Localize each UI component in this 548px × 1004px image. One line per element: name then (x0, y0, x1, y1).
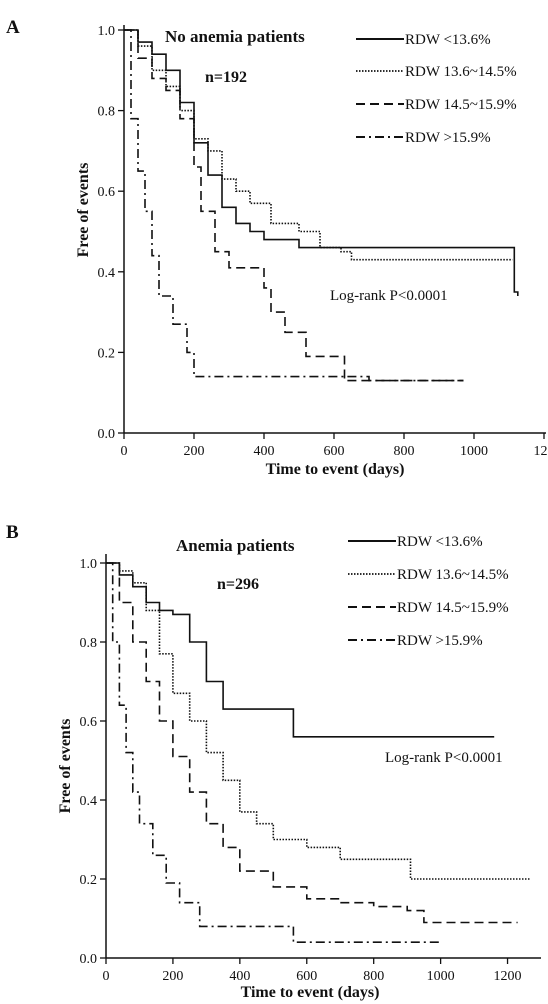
panel-a-curve-solid (124, 29, 519, 296)
panel-b-y-tick-label: 0.8 (80, 636, 98, 651)
panel-b-logrank: Log-rank P<0.0001 (385, 750, 503, 766)
panel-a-curve-dashed (124, 29, 464, 382)
panel-b-y-axis-title: Free of events (57, 719, 74, 814)
panel-b-x-tick-label: 0 (103, 969, 110, 984)
legend-a-label-4: RDW >15.9% (405, 130, 491, 146)
panel-a-y-tick-label: 0.4 (98, 266, 116, 281)
panel-b-y-tick-label: 0.4 (80, 794, 98, 809)
panel-a-logrank: Log-rank P<0.0001 (330, 288, 448, 304)
panel-a-y-tick-label: 0.6 (98, 185, 116, 200)
panel-b-y-tick-label: 0.6 (80, 715, 98, 730)
panel-a-curves (124, 29, 519, 382)
panel-a-y-tick-label: 0.0 (98, 427, 116, 442)
legend-b-label-2: RDW 13.6~14.5% (397, 567, 509, 583)
panel-b-x-tick-label: 800 (363, 969, 384, 984)
panel-b-n-label: n=296 (217, 576, 259, 593)
panel-b-ticks: 0 200 400 600 800 1000 1200 0.0 0.2 0.4 0.6 0.8 1.0 (80, 557, 522, 984)
panel-a-title: No anemia patients (165, 27, 305, 46)
panel-b-y-tick-label: 0.2 (80, 873, 98, 888)
panel-b-curve-dashed (106, 562, 518, 924)
legend-a-label-2: RDW 13.6~14.5% (405, 64, 517, 80)
legend-b-label-1: RDW <13.6% (397, 534, 483, 550)
panel-b-curve-dashdot (106, 562, 441, 943)
panel-a-x-tick-label: 800 (394, 444, 415, 459)
panel-a-legend: RDW <13.6% RDW 13.6~14.5% RDW 14.5~15.9%… (356, 32, 517, 146)
panel-a-n-label: n=192 (205, 69, 247, 86)
panel-a-ticks: 0 200 400 600 800 1000 120 0.0 0.2 0.4 0.6 0.8 1.0 (98, 24, 548, 459)
panel-b-y-tick-label: 1.0 (80, 557, 98, 572)
panel-b-x-axis-title: Time to event (days) (241, 984, 380, 1001)
panel-b: B Anemia patients n=296 Log-rank P<0.000… (6, 522, 541, 1001)
panel-a-y-tick-label: 0.8 (98, 105, 116, 120)
panel-a-x-tick-label: 0 (121, 444, 128, 459)
panel-a-x-tick-label: 600 (324, 444, 345, 459)
panel-b-curve-solid (106, 562, 495, 738)
panel-b-curves (106, 562, 531, 943)
panel-a-y-tick-label: 1.0 (98, 24, 116, 39)
panel-b-title: Anemia patients (176, 536, 295, 555)
panel-letter-b: B (6, 522, 19, 543)
panel-b-legend: RDW <13.6% RDW 13.6~14.5% RDW 14.5~15.9%… (348, 534, 509, 649)
panel-b-x-tick-label: 200 (162, 969, 183, 984)
panel-b-y-tick-label: 0.0 (80, 952, 98, 967)
panel-a-y-axis-title: Free of events (75, 163, 92, 258)
panel-a-x-tick-label: 120 (534, 444, 548, 459)
legend-b-label-4: RDW >15.9% (397, 633, 483, 649)
panel-a-x-tick-label: 200 (184, 444, 205, 459)
panel-a-x-tick-label: 400 (254, 444, 275, 459)
panel-b-x-tick-label: 400 (229, 969, 250, 984)
panel-a: A No anemia patients n=192 Log-rank P<0.… (6, 17, 548, 478)
panel-a-curve-dotted (124, 29, 513, 261)
legend-a-label-1: RDW <13.6% (405, 32, 491, 48)
panel-b-x-tick-label: 600 (296, 969, 317, 984)
panel-a-x-tick-label: 1000 (460, 444, 488, 459)
panel-b-x-tick-label: 1200 (494, 969, 522, 984)
panel-a-x-axis-title: Time to event (days) (266, 461, 405, 478)
panel-a-curve-dashdot (124, 29, 464, 382)
legend-b-label-3: RDW 14.5~15.9% (397, 600, 509, 616)
panel-letter-a: A (6, 17, 20, 38)
panel-a-y-tick-label: 0.2 (98, 346, 116, 361)
panel-b-curve-dotted (106, 562, 531, 880)
legend-a-label-3: RDW 14.5~15.9% (405, 97, 517, 113)
panel-b-x-tick-label: 1000 (427, 969, 455, 984)
